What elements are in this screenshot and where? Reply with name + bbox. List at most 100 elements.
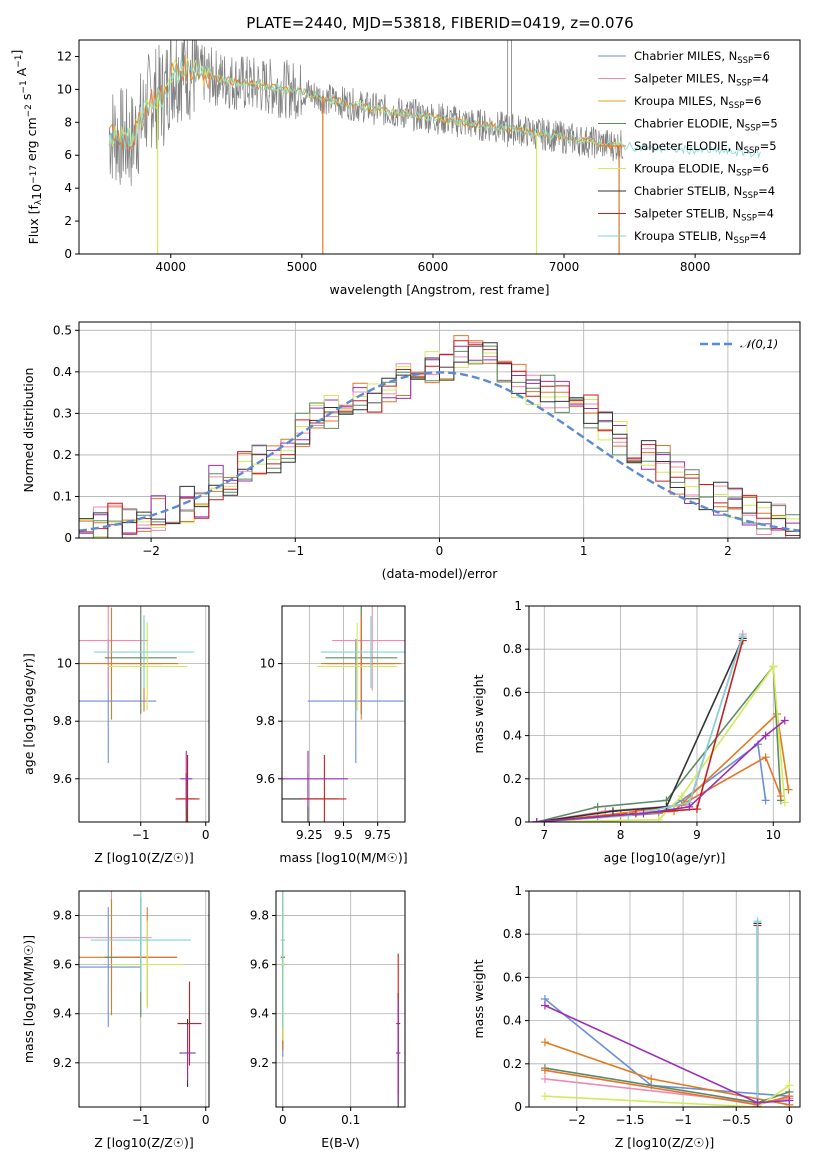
y-tick-label: 12 bbox=[57, 49, 72, 63]
y-tick-label: 9.6 bbox=[53, 772, 72, 786]
panel-age-vs-z: −1 0 9.6 9.8 10 Z [log10(Z/Z☉)] age [log10(age… bbox=[21, 605, 210, 865]
legend-label: Kroupa STELIB, NSSP=4 bbox=[634, 229, 766, 246]
y-axis-label: mass [log10(M/M☉)] bbox=[21, 935, 36, 1063]
weight-line bbox=[544, 1084, 790, 1107]
y-tick-label: 0.4 bbox=[503, 729, 522, 743]
x-tick-label: 0 bbox=[436, 544, 444, 558]
legend-text: =5 bbox=[761, 117, 778, 131]
y-axis-label: age [log10(age/yr)] bbox=[21, 653, 36, 775]
y-tick-label: 0.6 bbox=[503, 685, 522, 699]
weight-marker bbox=[608, 807, 617, 816]
legend-text: =6 bbox=[744, 94, 761, 108]
y-tick-label: 6 bbox=[64, 148, 72, 162]
x-tick-label: −2 bbox=[568, 1113, 586, 1127]
label-part: s bbox=[19, 94, 34, 105]
x-tick-label: 5000 bbox=[287, 260, 318, 274]
label-part: ] bbox=[9, 50, 24, 55]
legend-label: Kroupa MILES, NSSP=6 bbox=[634, 94, 761, 111]
y-tick-label: 0 bbox=[514, 815, 522, 829]
legend-text: =6 bbox=[753, 49, 770, 63]
legend-text: =4 bbox=[749, 229, 766, 243]
weight-marker bbox=[780, 798, 789, 807]
y-tick-label: 9.2 bbox=[250, 1056, 269, 1070]
x-tick-label: 10 bbox=[766, 828, 781, 842]
x-axis-label: age [log10(age/yr)] bbox=[604, 850, 726, 865]
y-tick-label: 0 bbox=[64, 531, 72, 545]
legend-text: Salpeter MILES, N bbox=[634, 72, 736, 86]
weight-marker bbox=[540, 1066, 549, 1075]
legend-text: Kroupa ELODIE, N bbox=[634, 162, 736, 176]
legend-sub: SSP bbox=[744, 146, 760, 156]
label-part: −17 bbox=[29, 165, 39, 184]
x-tick-label: 6000 bbox=[418, 260, 449, 274]
panel-residual-histogram: −2 −1 0 1 2 0 0.1 0.2 0.3 0.4 0.5 (data-model)/erro… bbox=[21, 321, 801, 581]
weight-marker bbox=[761, 753, 770, 762]
weight-marker bbox=[753, 1098, 762, 1107]
label-part: erg cm bbox=[24, 117, 39, 165]
y-axis-label: Flux [fλ10−17 erg cm−2 s−1 A−1] bbox=[9, 50, 44, 245]
y-tick-label: 8 bbox=[64, 115, 72, 129]
legend-sub: SSP bbox=[734, 236, 750, 246]
plot-area bbox=[282, 606, 405, 822]
y-tick-label: 10 bbox=[57, 82, 72, 96]
y-tick-label: 1 bbox=[514, 884, 522, 898]
x-axis-label: wavelength [Angstrom, rest frame] bbox=[329, 282, 549, 297]
plot-area bbox=[280, 891, 401, 1107]
weight-line bbox=[536, 633, 744, 822]
plot-area bbox=[79, 606, 200, 822]
x-tick-label: 9.5 bbox=[334, 828, 353, 842]
weight-marker bbox=[753, 917, 762, 926]
x-tick-label: 9.25 bbox=[296, 828, 323, 842]
y-tick-label: 0 bbox=[514, 1100, 522, 1114]
x-tick-label: 0 bbox=[202, 1113, 210, 1127]
x-tick-label: −0.5 bbox=[722, 1113, 751, 1127]
legend-text: Salpeter STELIB, N bbox=[634, 207, 741, 221]
axes-frame bbox=[78, 321, 801, 539]
y-axis-label: mass weight bbox=[471, 959, 486, 1038]
label-part: −1 bbox=[14, 55, 24, 68]
legend-text: Kroupa STELIB, N bbox=[634, 229, 734, 243]
weight-line bbox=[536, 638, 744, 822]
weight-marker bbox=[540, 1074, 549, 1083]
weight-marker bbox=[785, 1081, 794, 1090]
legend-text: Chabrier MILES, N bbox=[634, 49, 737, 63]
y-tick-label: 1 bbox=[514, 599, 522, 613]
legend-label: Chabrier STELIB, NSSP=4 bbox=[634, 184, 775, 201]
plot-area bbox=[108, 40, 761, 254]
x-tick-label: 0 bbox=[202, 828, 210, 842]
legend-text: =6 bbox=[752, 162, 769, 176]
plot-area bbox=[532, 630, 793, 822]
legend-label: Salpeter STELIB, NSSP=4 bbox=[634, 207, 774, 224]
figure-title: PLATE=2440, MJD=53818, FIBERID=0419, z=0… bbox=[246, 14, 633, 32]
panel-age-vs-mass: 9.25 9.5 9.75 9.6 9.8 10 mass [log10(M/M☉)] bbox=[256, 605, 408, 865]
axes-frame bbox=[528, 890, 801, 1108]
legend-text: =4 bbox=[758, 184, 775, 198]
legend-label: Chabrier ELODIE, NSSP=5 bbox=[634, 117, 778, 134]
legend-sub: SSP bbox=[736, 79, 752, 89]
x-axis-label: Z [log10(Z/Z☉)] bbox=[94, 850, 194, 865]
y-tick-label: 9.4 bbox=[250, 1007, 269, 1021]
y-tick-label: 0.2 bbox=[53, 448, 72, 462]
label-part: Flux [f bbox=[26, 205, 41, 245]
legend-label: Salpeter MILES, NSSP=4 bbox=[634, 72, 769, 89]
x-axis-label: E(B-V) bbox=[321, 1135, 360, 1150]
label-part: A bbox=[14, 67, 29, 80]
histogram-step bbox=[79, 335, 800, 538]
x-tick-label: 0 bbox=[279, 1113, 287, 1127]
normal-curve bbox=[79, 371, 800, 532]
x-tick-label: 9.75 bbox=[364, 828, 391, 842]
panel-mass-weight-vs-z: −2 −1.5 −1 −0.5 0 0 0.2 0.4 0.6 0.8 1 Z [log10(Z/Z☉… bbox=[471, 884, 801, 1150]
x-tick-label: 4000 bbox=[155, 260, 186, 274]
y-tick-label: 2 bbox=[64, 214, 72, 228]
legend-sub: SSP bbox=[745, 124, 761, 134]
y-tick-label: 0.2 bbox=[503, 772, 522, 786]
plot-area bbox=[79, 891, 202, 1087]
weight-marker bbox=[692, 805, 701, 814]
axes-frame bbox=[528, 605, 801, 823]
weight-line bbox=[536, 635, 744, 822]
y-tick-label: 0.3 bbox=[53, 406, 72, 420]
y-tick-label: 0.8 bbox=[503, 642, 522, 656]
x-tick-label: −1 bbox=[132, 1113, 150, 1127]
weight-marker bbox=[780, 716, 789, 725]
